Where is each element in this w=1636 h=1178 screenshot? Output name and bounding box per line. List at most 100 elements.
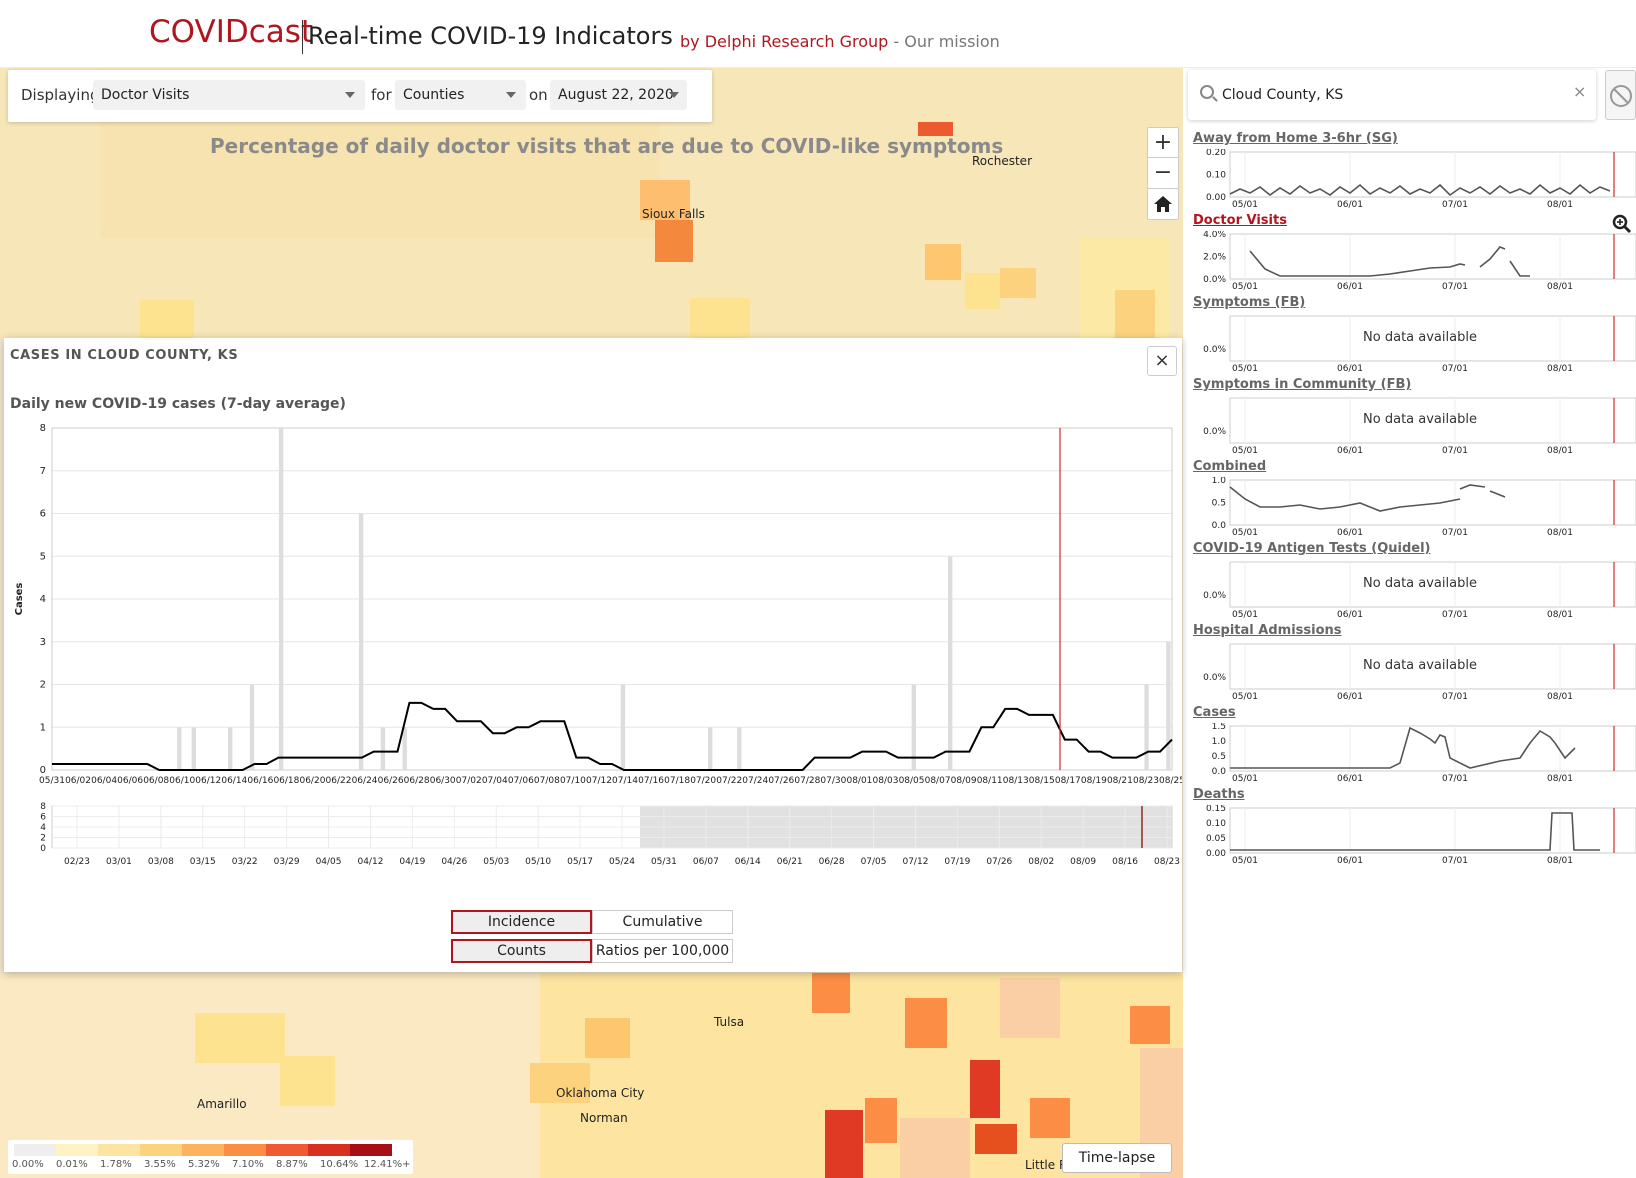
daily-case-bar[interactable] — [1144, 684, 1149, 771]
city-label-little-rock: Little R — [1025, 1158, 1068, 1172]
for-label: for — [371, 86, 392, 104]
zoom-in-button[interactable]: + — [1148, 128, 1178, 158]
signal-sparkline[interactable]: 0.0% 05/01 06/01 07/01 08/01 No data availabl… — [1190, 559, 1636, 619]
signal-sparkline[interactable]: 0.15 0.10 0.05 0.00 05/01 06/01 07/01 08/01 — [1190, 805, 1636, 865]
signal-sparkline[interactable]: 0.0% 05/01 06/01 07/01 08/01 No data availabl… — [1190, 641, 1636, 701]
zoom-out-button[interactable]: − — [1153, 160, 1173, 185]
daily-case-bar[interactable] — [737, 727, 742, 770]
date-select[interactable]: August 22, 2020 — [550, 80, 687, 110]
sparkline-x-tick: 07/01 — [1442, 610, 1468, 619]
ratios-button[interactable]: Ratios per 100,000 — [592, 939, 733, 963]
overview-x-tick: 03/08 — [148, 857, 174, 867]
sparkline-frame — [1229, 397, 1636, 444]
signal-title[interactable]: Cases — [1193, 705, 1236, 720]
search-input[interactable] — [1222, 84, 1552, 106]
county-region[interactable] — [905, 998, 947, 1048]
daily-case-bar[interactable] — [191, 727, 196, 770]
county-region[interactable] — [1000, 268, 1036, 298]
county-region[interactable] — [865, 1098, 897, 1143]
timelapse-button[interactable]: Time-lapse — [1062, 1143, 1172, 1173]
signal-sparkline[interactable]: 1.5 1.0 0.5 0.0 05/01 06/01 07/01 08/01 — [1190, 723, 1636, 783]
home-icon — [1154, 196, 1172, 212]
county-region[interactable] — [812, 973, 850, 1013]
sparkline-y-tick: 0.10 — [1206, 171, 1226, 181]
clear-search-button[interactable]: × — [1573, 82, 1587, 101]
compare-button[interactable] — [1605, 70, 1636, 120]
y-tick-label: 8 — [40, 423, 46, 434]
legend-tick-label: 10.64% — [320, 1159, 359, 1170]
daily-case-bar[interactable] — [402, 727, 407, 770]
close-button[interactable]: × — [1147, 346, 1177, 376]
daily-case-bar[interactable] — [278, 428, 284, 770]
y-tick-label: 3 — [40, 637, 46, 648]
daily-case-bar[interactable] — [620, 684, 626, 771]
county-region[interactable] — [140, 300, 194, 338]
signal-title[interactable]: Doctor Visits — [1193, 213, 1287, 228]
county-region[interactable] — [640, 180, 690, 220]
county-region[interactable] — [965, 273, 1000, 309]
county-region[interactable] — [655, 220, 693, 262]
signal-select[interactable]: Doctor Visits — [93, 80, 365, 110]
level-select[interactable]: Counties — [395, 80, 526, 110]
mission-link[interactable]: Our mission — [904, 32, 1000, 51]
county-region[interactable] — [585, 1018, 630, 1058]
daily-case-bar[interactable] — [1166, 641, 1171, 770]
signal-sparkline[interactable]: 4.0% 2.0% 0.0% 05/01 06/01 07/01 08/01 — [1190, 231, 1636, 291]
signal-title[interactable]: Symptoms (FB) — [1193, 295, 1306, 310]
daily-case-bar[interactable] — [249, 684, 255, 771]
displaying-label: Displaying — [21, 86, 100, 104]
x-tick-label: 07/12 — [586, 776, 612, 786]
cumulative-button[interactable]: Cumulative — [592, 910, 733, 934]
chevron-down-icon — [506, 92, 516, 98]
signal-title[interactable]: Symptoms in Community (FB) — [1193, 377, 1412, 392]
signal-title[interactable]: Hospital Admissions — [1193, 623, 1342, 638]
delphi-link[interactable]: by Delphi Research Group — [680, 32, 889, 51]
county-region[interactable] — [690, 298, 750, 338]
zoom-magnifier-icon[interactable] — [1610, 212, 1634, 236]
county-region[interactable] — [1030, 1098, 1070, 1138]
home-button[interactable] — [1147, 188, 1179, 220]
county-region[interactable] — [918, 122, 953, 136]
daily-case-bar[interactable] — [948, 556, 953, 770]
signal-title[interactable]: COVID-19 Antigen Tests (Quidel) — [1193, 541, 1431, 556]
search-icon — [1200, 85, 1214, 99]
legend-tick-label: 3.55% — [144, 1159, 176, 1170]
brand-logo[interactable]: COVIDcast — [149, 14, 314, 50]
sparkline-x-tick: 08/01 — [1547, 200, 1573, 209]
daily-case-bar[interactable] — [911, 684, 916, 771]
county-region[interactable] — [900, 1118, 970, 1178]
signal-title[interactable]: Deaths — [1193, 787, 1245, 802]
county-region[interactable] — [195, 1013, 285, 1063]
county-region[interactable] — [925, 244, 961, 280]
x-tick-label: 08/03 — [873, 776, 899, 786]
daily-case-bar[interactable] — [228, 727, 233, 770]
county-region[interactable] — [280, 1056, 335, 1106]
county-region[interactable] — [825, 1110, 863, 1178]
sparkline-x-tick: 05/01 — [1232, 528, 1258, 537]
county-region[interactable] — [975, 1124, 1017, 1154]
county-region[interactable] — [1000, 978, 1060, 1038]
signal-sparkline[interactable]: 0.0% 05/01 06/01 07/01 08/01 No data availabl… — [1190, 313, 1636, 373]
signal-sparkline[interactable]: 0.0% 05/01 06/01 07/01 08/01 No data availabl… — [1190, 395, 1636, 455]
daily-case-bar[interactable] — [358, 513, 364, 771]
county-region[interactable] — [1130, 1006, 1170, 1044]
signal-title[interactable]: Combined — [1193, 459, 1267, 474]
overview-x-tick: 06/14 — [735, 857, 761, 867]
daily-case-bar[interactable] — [708, 727, 713, 770]
x-tick-label: 06/20 — [299, 776, 325, 786]
counts-button[interactable]: Counts — [451, 939, 592, 963]
daily-case-bar[interactable] — [380, 727, 386, 770]
county-region[interactable] — [970, 1060, 1000, 1118]
incidence-button[interactable]: Incidence — [451, 910, 592, 934]
signal-sparkline[interactable]: 0.20 0.10 0.00 05/01 06/01 07/01 08/01 — [1190, 149, 1636, 209]
county-region[interactable] — [530, 1063, 590, 1103]
sparkline-line — [1230, 726, 1576, 769]
daily-case-bar[interactable] — [177, 727, 182, 770]
sparkline-frame — [1229, 151, 1636, 198]
signal-sparkline[interactable]: 1.0 0.5 0.0 05/01 06/01 07/01 08/01 — [1190, 477, 1636, 537]
signal-title[interactable]: Away from Home 3-6hr (SG) — [1193, 131, 1398, 146]
county-region[interactable] — [1115, 290, 1155, 338]
sparkline-y-tick: 0.5 — [1212, 499, 1226, 509]
x-tick-label: 07/10 — [560, 776, 586, 786]
